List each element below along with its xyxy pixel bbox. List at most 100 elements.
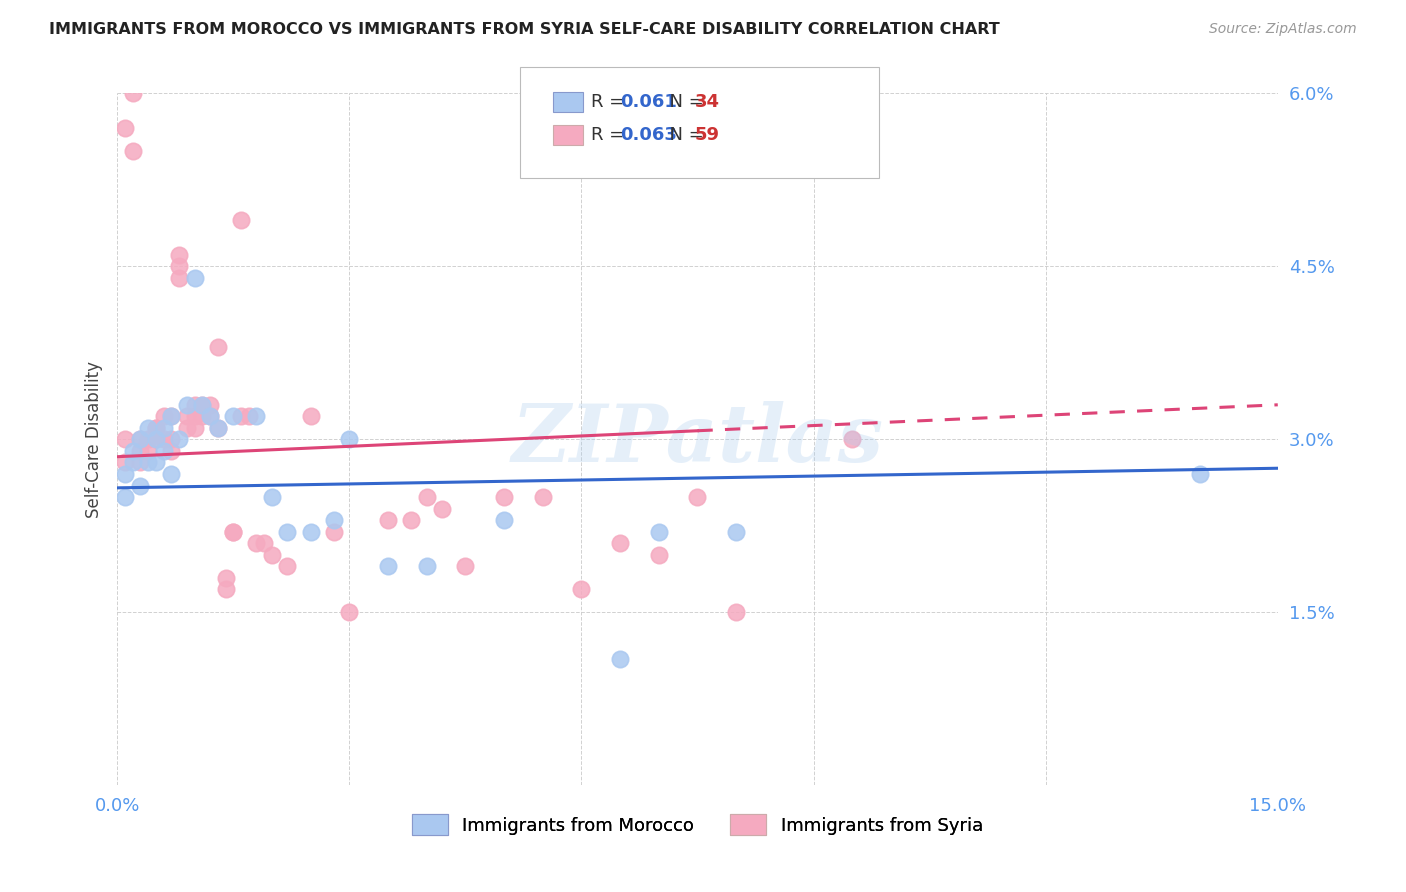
Text: 34: 34: [695, 93, 720, 111]
Point: [114, 490, 136, 504]
Point: [725, 524, 748, 539]
Point: [129, 478, 152, 492]
Point: [191, 398, 214, 412]
Text: ZIPatlas: ZIPatlas: [512, 401, 883, 478]
Point: [415, 559, 437, 574]
Point: [121, 144, 143, 158]
Point: [648, 524, 671, 539]
Point: [167, 271, 190, 285]
Point: [322, 524, 344, 539]
Point: [609, 651, 631, 665]
Text: N =: N =: [658, 126, 710, 144]
Point: [245, 536, 267, 550]
Point: [276, 524, 298, 539]
Point: [129, 455, 152, 469]
Point: [207, 340, 229, 354]
Point: [841, 433, 863, 447]
Point: [145, 455, 167, 469]
Point: [648, 548, 671, 562]
Point: [121, 444, 143, 458]
Text: R =: R =: [591, 126, 630, 144]
Point: [214, 582, 236, 597]
Point: [337, 606, 360, 620]
Point: [129, 433, 152, 447]
Point: [222, 524, 245, 539]
Point: [160, 409, 183, 424]
Point: [430, 501, 453, 516]
Point: [176, 409, 198, 424]
Point: [114, 433, 136, 447]
Text: N =: N =: [658, 93, 710, 111]
Point: [322, 513, 344, 527]
Point: [222, 409, 245, 424]
Point: [114, 120, 136, 135]
Point: [686, 490, 709, 504]
Point: [260, 548, 283, 562]
Point: [337, 433, 360, 447]
Legend: Immigrants from Morocco, Immigrants from Syria: Immigrants from Morocco, Immigrants from…: [405, 807, 990, 842]
Point: [377, 513, 399, 527]
Point: [136, 421, 159, 435]
Point: [299, 409, 322, 424]
Point: [114, 467, 136, 481]
Point: [454, 559, 477, 574]
Point: [399, 513, 422, 527]
Point: [183, 421, 205, 435]
Point: [492, 513, 515, 527]
Point: [152, 444, 174, 458]
Point: [167, 248, 190, 262]
Point: [725, 606, 748, 620]
Text: 59: 59: [695, 126, 720, 144]
Point: [136, 455, 159, 469]
Point: [136, 433, 159, 447]
Point: [609, 536, 631, 550]
Point: [129, 444, 152, 458]
Point: [245, 409, 267, 424]
Point: [377, 559, 399, 574]
Point: [183, 398, 205, 412]
Point: [260, 490, 283, 504]
Point: [145, 433, 167, 447]
Point: [415, 490, 437, 504]
Point: [167, 260, 190, 274]
Point: [229, 409, 252, 424]
Text: Source: ZipAtlas.com: Source: ZipAtlas.com: [1209, 22, 1357, 37]
Point: [160, 444, 183, 458]
Point: [121, 455, 143, 469]
Point: [238, 409, 260, 424]
Point: [492, 490, 515, 504]
Text: R =: R =: [591, 93, 630, 111]
Point: [222, 524, 245, 539]
Point: [176, 398, 198, 412]
Point: [176, 421, 198, 435]
Point: [152, 421, 174, 435]
Point: [136, 444, 159, 458]
Point: [276, 559, 298, 574]
Point: [129, 433, 152, 447]
Point: [191, 409, 214, 424]
Point: [121, 87, 143, 101]
Point: [1189, 467, 1212, 481]
Point: [114, 455, 136, 469]
Point: [571, 582, 593, 597]
Point: [198, 409, 221, 424]
Point: [160, 433, 183, 447]
Point: [145, 421, 167, 435]
Point: [253, 536, 276, 550]
Y-axis label: Self-Care Disability: Self-Care Disability: [86, 361, 103, 518]
Point: [198, 409, 221, 424]
Point: [214, 571, 236, 585]
Text: IMMIGRANTS FROM MOROCCO VS IMMIGRANTS FROM SYRIA SELF-CARE DISABILITY CORRELATIO: IMMIGRANTS FROM MOROCCO VS IMMIGRANTS FR…: [49, 22, 1000, 37]
Point: [299, 524, 322, 539]
Point: [207, 421, 229, 435]
Point: [160, 467, 183, 481]
Point: [145, 433, 167, 447]
Point: [229, 213, 252, 227]
Point: [198, 398, 221, 412]
Point: [183, 409, 205, 424]
Text: 0.063: 0.063: [620, 126, 676, 144]
Point: [160, 409, 183, 424]
Point: [531, 490, 554, 504]
Point: [152, 409, 174, 424]
Point: [152, 433, 174, 447]
